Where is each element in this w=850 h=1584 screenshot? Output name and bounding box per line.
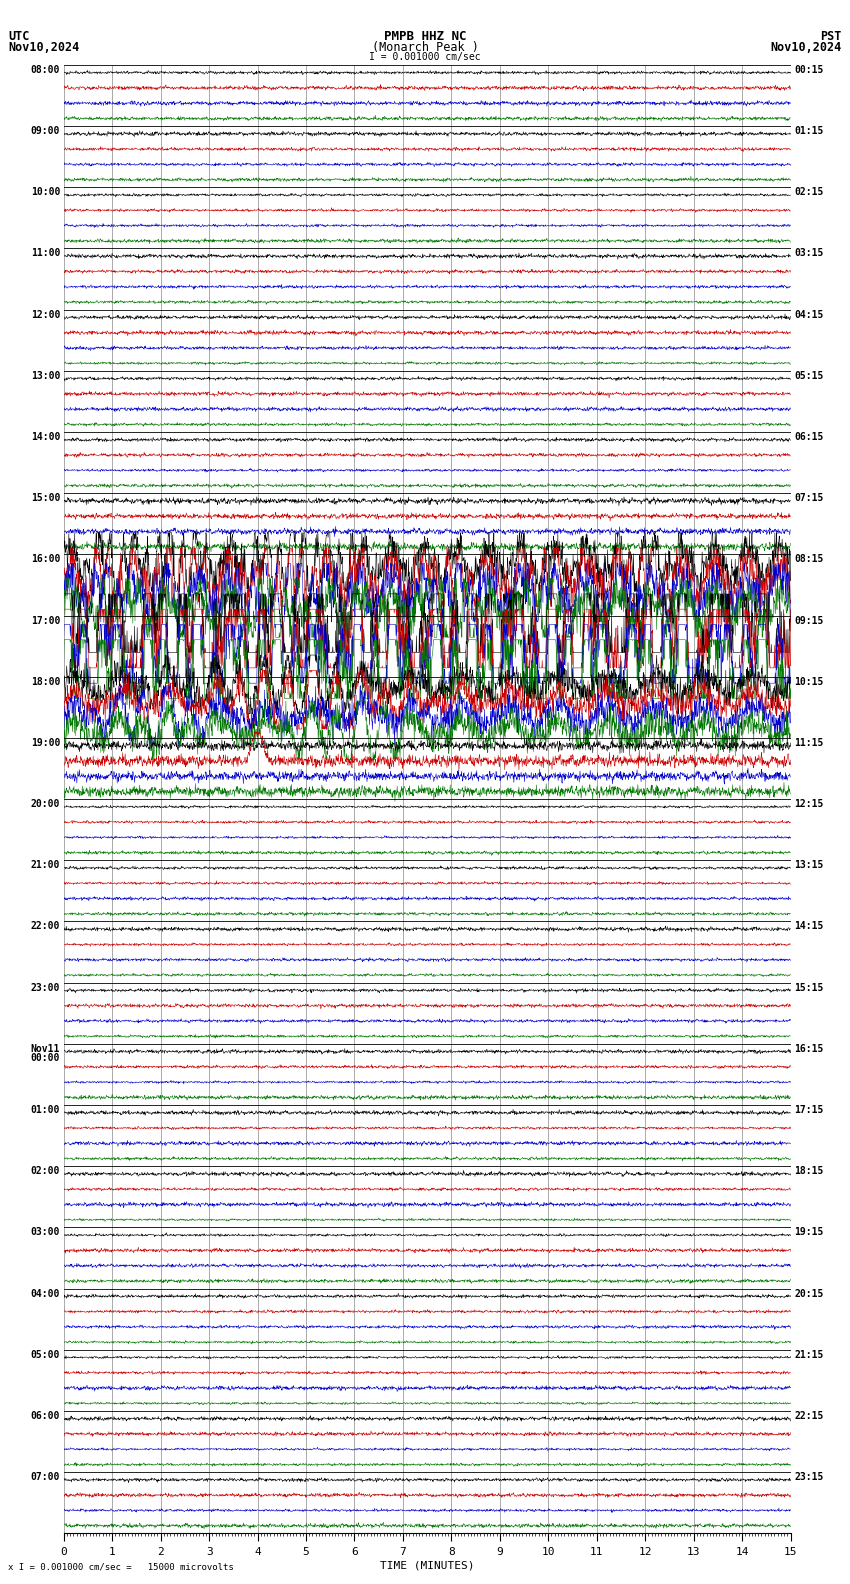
Text: 04:15: 04:15 — [794, 309, 824, 320]
Text: PMPB HHZ NC: PMPB HHZ NC — [383, 30, 467, 43]
Text: 04:00: 04:00 — [31, 1289, 60, 1299]
Text: 23:00: 23:00 — [31, 982, 60, 993]
Text: 15:00: 15:00 — [31, 493, 60, 504]
Text: 03:15: 03:15 — [794, 249, 824, 258]
Text: 10:15: 10:15 — [794, 676, 824, 687]
Text: Nov10,2024: Nov10,2024 — [8, 41, 80, 54]
Text: 10:00: 10:00 — [31, 187, 60, 198]
Text: 20:00: 20:00 — [31, 798, 60, 809]
Text: 11:00: 11:00 — [31, 249, 60, 258]
Text: 22:00: 22:00 — [31, 922, 60, 931]
Text: 22:15: 22:15 — [794, 1411, 824, 1421]
Text: 16:15: 16:15 — [794, 1044, 824, 1053]
Text: 14:15: 14:15 — [794, 922, 824, 931]
Text: 02:15: 02:15 — [794, 187, 824, 198]
Text: 02:00: 02:00 — [31, 1166, 60, 1177]
X-axis label: TIME (MINUTES): TIME (MINUTES) — [380, 1560, 474, 1571]
Text: 19:00: 19:00 — [31, 738, 60, 748]
Text: 17:00: 17:00 — [31, 616, 60, 626]
Text: 07:15: 07:15 — [794, 493, 824, 504]
Text: 13:15: 13:15 — [794, 860, 824, 870]
Text: 06:00: 06:00 — [31, 1411, 60, 1421]
Text: 16:00: 16:00 — [31, 554, 60, 564]
Text: PST: PST — [820, 30, 842, 43]
Text: 20:15: 20:15 — [794, 1289, 824, 1299]
Text: (Monarch Peak ): (Monarch Peak ) — [371, 41, 479, 54]
Text: 07:00: 07:00 — [31, 1472, 60, 1483]
Text: 08:15: 08:15 — [794, 554, 824, 564]
Text: 05:15: 05:15 — [794, 371, 824, 380]
Text: 05:00: 05:00 — [31, 1350, 60, 1359]
Text: I = 0.001000 cm/sec: I = 0.001000 cm/sec — [369, 52, 481, 62]
Text: 13:00: 13:00 — [31, 371, 60, 380]
Text: 03:00: 03:00 — [31, 1228, 60, 1237]
Text: 17:15: 17:15 — [794, 1106, 824, 1115]
Text: 00:15: 00:15 — [794, 65, 824, 74]
Text: 14:00: 14:00 — [31, 432, 60, 442]
Text: 09:00: 09:00 — [31, 127, 60, 136]
Text: x I = 0.001000 cm/sec =   15000 microvolts: x I = 0.001000 cm/sec = 15000 microvolts — [8, 1562, 235, 1571]
Text: 15:15: 15:15 — [794, 982, 824, 993]
Text: UTC: UTC — [8, 30, 30, 43]
Text: 01:15: 01:15 — [794, 127, 824, 136]
Text: Nov11
00:00: Nov11 00:00 — [31, 1044, 60, 1063]
Text: 12:15: 12:15 — [794, 798, 824, 809]
Text: 11:15: 11:15 — [794, 738, 824, 748]
Text: 18:00: 18:00 — [31, 676, 60, 687]
Text: 19:15: 19:15 — [794, 1228, 824, 1237]
Text: 12:00: 12:00 — [31, 309, 60, 320]
Text: 21:00: 21:00 — [31, 860, 60, 870]
Text: 18:15: 18:15 — [794, 1166, 824, 1177]
Text: 06:15: 06:15 — [794, 432, 824, 442]
Text: Nov10,2024: Nov10,2024 — [770, 41, 842, 54]
Text: 09:15: 09:15 — [794, 616, 824, 626]
Text: 21:15: 21:15 — [794, 1350, 824, 1359]
Text: 01:00: 01:00 — [31, 1106, 60, 1115]
Text: 23:15: 23:15 — [794, 1472, 824, 1483]
Text: 08:00: 08:00 — [31, 65, 60, 74]
